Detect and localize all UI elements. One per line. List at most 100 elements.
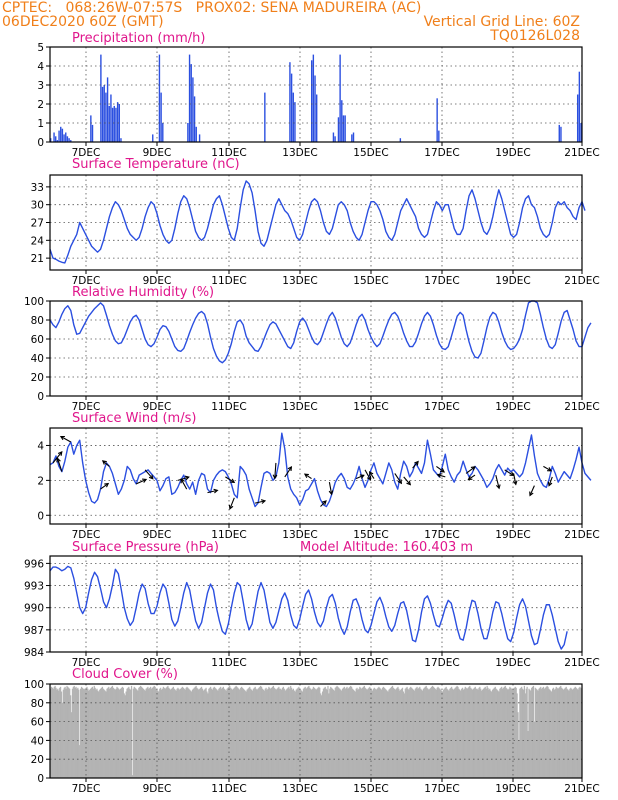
bar [133, 686, 135, 778]
bar [561, 687, 563, 778]
bar [59, 687, 61, 778]
wind-arrow [144, 469, 154, 480]
y-tick-label: 990 [24, 603, 44, 615]
bar [113, 688, 115, 778]
wind-arrow [135, 478, 147, 485]
bar [148, 688, 150, 778]
wind-arrow-head [440, 468, 446, 473]
bar [428, 689, 430, 778]
bar [98, 691, 100, 778]
bar [324, 686, 326, 778]
bar [50, 688, 52, 778]
bar [365, 688, 367, 778]
bar [333, 690, 335, 778]
x-tick-label: 7DEC [72, 657, 101, 669]
wind-arrow-head [359, 474, 365, 479]
bar [209, 687, 211, 778]
bar [215, 688, 217, 778]
bar [236, 686, 238, 778]
bar [549, 689, 551, 778]
bar [178, 688, 180, 778]
x-tick-label: 21DEC [564, 147, 599, 159]
bar [337, 117, 340, 142]
bar [411, 687, 413, 778]
bar [331, 687, 333, 778]
wind-arrow [225, 476, 235, 483]
bar [492, 688, 495, 778]
bar [181, 686, 184, 778]
y-tick-label: 24 [31, 235, 45, 247]
bar [90, 687, 93, 778]
bar [542, 686, 545, 778]
bar [425, 685, 427, 778]
x-tick-label: 13DEC [282, 657, 317, 669]
bar [488, 689, 490, 778]
bar [140, 686, 143, 778]
bar [509, 686, 511, 778]
bar [474, 686, 476, 778]
wind-arrow [394, 473, 402, 484]
bar [58, 690, 60, 778]
bar [297, 687, 299, 778]
bar [85, 687, 87, 778]
bar [99, 689, 101, 778]
bar [173, 688, 175, 778]
bar [401, 687, 404, 778]
bar [244, 690, 246, 778]
bar [543, 688, 546, 778]
wind-arrow-head [104, 482, 110, 488]
bar [361, 688, 363, 778]
bar [348, 687, 350, 778]
bar [559, 686, 561, 778]
bar [484, 686, 486, 778]
bar [533, 721, 536, 778]
x-tick-label: 19DEC [495, 783, 530, 795]
bar [481, 689, 484, 778]
bar [407, 688, 409, 778]
wind-arrow-head [142, 478, 148, 483]
x-tick-label: 7DEC [72, 147, 101, 159]
bar [393, 688, 395, 778]
bar [330, 686, 332, 778]
bar [380, 688, 382, 778]
x-tick-label: 11DEC [211, 783, 246, 795]
bar [262, 689, 265, 778]
panel-5: 0 20 40 60 80 100 7DEC 9DEC 11DEC 13DEC 15DEC 17DEC… [24, 667, 600, 795]
bar [240, 686, 243, 778]
wind-arrow-head [321, 500, 327, 506]
bar [374, 688, 376, 778]
x-tick-label: 15DEC [353, 783, 388, 795]
bar [435, 689, 437, 778]
bar [530, 690, 532, 778]
bar [367, 688, 369, 778]
bar [180, 687, 183, 778]
bar [539, 687, 541, 778]
bar [360, 687, 362, 778]
bar [527, 731, 529, 778]
bar [105, 92, 107, 142]
bar [67, 686, 69, 778]
chart-header: CPTEC: 068:26W-07:57S PROX02: SENA MADUR… [0, 0, 618, 48]
bar [578, 687, 580, 778]
series-line [49, 565, 568, 650]
bar [405, 687, 407, 778]
bar [471, 689, 474, 778]
x-tick-label: 19DEC [495, 529, 530, 541]
bar [116, 102, 119, 142]
bar [500, 687, 502, 778]
bar [342, 115, 345, 142]
bar [305, 688, 307, 778]
bar [195, 126, 197, 142]
panel-title: Surface Wind (m/s) [72, 411, 196, 426]
bar [78, 689, 80, 778]
bar [73, 685, 75, 778]
bar [246, 689, 248, 778]
x-tick-label: 17DEC [424, 401, 459, 413]
bar [108, 105, 110, 142]
bar [292, 688, 295, 778]
bar [230, 687, 232, 778]
panel-frame [49, 46, 583, 143]
panel-frame [49, 427, 583, 525]
bar [468, 686, 470, 778]
bar [96, 688, 98, 778]
